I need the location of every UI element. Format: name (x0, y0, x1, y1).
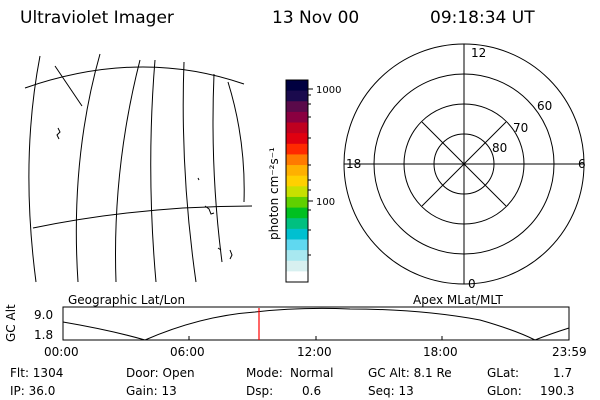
colorbar-frame (285, 79, 309, 283)
mlat-label-60: 60 (537, 99, 552, 113)
instrument-title: Ultraviolet Imager (20, 8, 174, 28)
sequence-number: Seq: 13 (368, 384, 414, 398)
mlt-label-18: 18 (346, 157, 361, 171)
colorbar-cell (286, 207, 308, 219)
altitude-xtick: 23:59 (552, 345, 587, 359)
mlat-label-80: 80 (492, 141, 507, 155)
colorbar-cell (286, 133, 308, 145)
ip-value: IP: 36.0 (10, 384, 56, 398)
polar-plot (343, 43, 585, 285)
coastline (197, 177, 200, 181)
altitude-curve (62, 307, 570, 341)
colorbar-cell (286, 239, 308, 251)
colorbar-cell (286, 260, 308, 272)
altitude-xtick: 18:00 (423, 345, 458, 359)
mlt-label-12: 12 (471, 46, 486, 60)
colorbar-cell (286, 228, 308, 241)
altitude-plot (62, 306, 570, 341)
colorbar-cell (286, 122, 308, 134)
coastline (229, 249, 233, 260)
gain-value: Gain: 13 (126, 384, 177, 398)
lon-line (75, 53, 101, 283)
lat-line-bottom (32, 205, 253, 229)
colorbar-cell (286, 90, 308, 102)
dsp-label: Dsp: (246, 384, 274, 398)
flight-number: Flt: 1304 (10, 366, 64, 380)
glat-value: 1.7 (553, 366, 573, 380)
mlt-label-6: 6 (578, 157, 586, 171)
lon-line (28, 55, 41, 283)
lon-line (54, 65, 83, 107)
geographic-label: Geographic Lat/Lon (68, 293, 186, 307)
polar-diagonal (421, 121, 507, 207)
altitude-xtick: 12:00 (297, 345, 332, 359)
lat-line-top (24, 66, 245, 89)
coastline (217, 247, 222, 251)
colorbar-cell (286, 271, 308, 283)
altitude-xtick: 00:00 (44, 345, 79, 359)
coastline (204, 205, 215, 215)
glon-value: 190.3 (540, 384, 575, 398)
glat-label: GLat: (487, 366, 520, 380)
lon-line (150, 59, 157, 283)
lon-line (227, 81, 245, 203)
mlt-label-0: 0 (468, 277, 476, 291)
colorbar-tick-label: 1000 (316, 85, 341, 96)
mlat-label-70: 70 (513, 121, 528, 135)
colorbar-ticks (308, 88, 313, 256)
lon-line (182, 61, 197, 283)
colorbar-cell (286, 250, 308, 262)
altitude-ylabel: GC Alt (4, 304, 18, 342)
colorbar-unit-label: photon cm⁻²s⁻¹ (267, 147, 281, 240)
gc-altitude: GC Alt: 8.1 Re (368, 366, 452, 380)
colorbar-cell (286, 111, 308, 124)
door-status: Door: Open (126, 366, 195, 380)
colorbar-cell (286, 101, 308, 113)
lon-line (212, 73, 223, 263)
glon-label: GLon: (487, 384, 522, 398)
colorbar-cell (286, 175, 308, 187)
time-label: 09:18:34 UT (430, 8, 535, 28)
colorbar-cell (286, 143, 308, 156)
dsp-value: 0.6 (302, 384, 322, 398)
coastline (56, 127, 61, 140)
colorbar: 1000 100 photon cm⁻²s⁻¹ (267, 79, 341, 283)
colorbar-tick-label: 100 (316, 197, 335, 208)
geographic-map (24, 53, 253, 283)
mode-value: Normal (290, 366, 334, 380)
colorbar-cell (286, 186, 308, 198)
colorbar-cell (286, 80, 308, 92)
lon-line (115, 59, 141, 283)
date-label: 13 Nov 00 (272, 8, 360, 28)
altitude-ytick: 1.8 (34, 328, 54, 342)
apex-label: Apex MLat/MLT (413, 293, 503, 307)
colorbar-cell (286, 154, 308, 166)
colorbar-cell (286, 218, 308, 230)
altitude-xtick: 06:00 (170, 345, 205, 359)
altitude-xticks (62, 336, 570, 340)
colorbar-cell (286, 165, 308, 177)
polar-labels: 12 18 6 0 60 70 80 (346, 46, 586, 291)
mode-label: Mode: (246, 366, 283, 380)
colorbar-cell (286, 196, 308, 209)
altitude-ytick: 9.0 (34, 308, 54, 322)
